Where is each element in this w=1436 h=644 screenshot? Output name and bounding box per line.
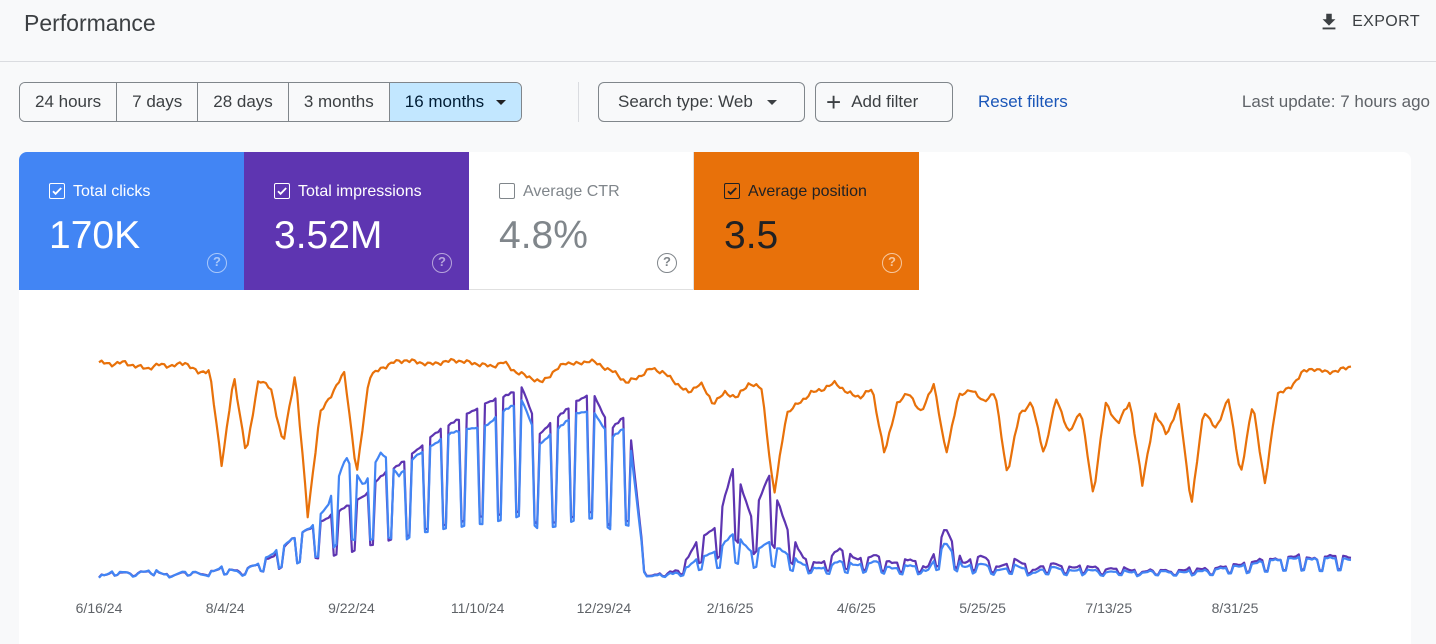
checkbox-checked-icon[interactable]	[274, 183, 290, 199]
metric-total-impressions[interactable]: Total impressions 3.52M ?	[244, 152, 469, 290]
metric-average-ctr[interactable]: Average CTR 4.8% ?	[469, 152, 694, 290]
x-tick-label: 2/16/25	[707, 600, 754, 616]
x-tick-label: 11/10/24	[451, 600, 505, 616]
download-icon	[1322, 13, 1336, 30]
metric-label: Average CTR	[523, 183, 620, 200]
series-line-average-position[interactable]	[98, 357, 1352, 519]
add-filter-button[interactable]: + Add filter	[815, 82, 953, 122]
chevron-down-icon	[496, 99, 507, 105]
performance-chart[interactable]: 6/16/24 8/4/24 9/22/24 11/10/24 12/29/24 2/16…	[19, 152, 1411, 644]
export-label: EXPORT	[1352, 13, 1420, 30]
help-icon[interactable]: ?	[207, 253, 227, 273]
range-28-days[interactable]: 28 days	[198, 83, 289, 121]
help-icon[interactable]: ?	[882, 253, 902, 273]
help-icon[interactable]: ?	[657, 253, 677, 273]
range-24-hours[interactable]: 24 hours	[20, 83, 118, 121]
help-icon[interactable]: ?	[432, 253, 452, 273]
export-button[interactable]: EXPORT	[1318, 8, 1420, 36]
metric-value: 3.52M	[274, 214, 383, 257]
x-tick-label: 7/13/25	[1085, 600, 1132, 616]
plus-icon: +	[826, 87, 842, 117]
x-tick-label: 8/4/24	[206, 600, 245, 616]
add-filter-label: Add filter	[851, 92, 919, 111]
metric-value: 4.8%	[499, 214, 588, 257]
x-tick-label: 6/16/24	[76, 600, 123, 616]
top-bar: Performance EXPORT	[0, 0, 1436, 62]
x-tick-label: 12/29/24	[577, 600, 632, 616]
x-tick-label: 4/6/25	[837, 600, 876, 616]
last-update-text: Last update: 7 hours ago	[1241, 92, 1430, 111]
metric-value: 170K	[49, 214, 141, 257]
filter-bar: 24 hours 7 days 28 days 3 months 16 mont…	[0, 82, 1436, 122]
x-tick-label: 5/25/25	[959, 600, 1006, 616]
date-range-group: 24 hours 7 days 28 days 3 months 16 mont…	[19, 82, 523, 122]
range-16-months-label: 16 months	[404, 92, 485, 111]
chevron-down-icon	[766, 99, 777, 105]
search-type-dropdown[interactable]: Search type: Web	[598, 82, 805, 122]
performance-card: Total clicks 170K ? Total impressions 3.…	[19, 152, 1411, 644]
range-7-days[interactable]: 7 days	[117, 83, 199, 121]
metric-label: Total clicks	[73, 183, 151, 200]
checkbox-unchecked-icon[interactable]	[499, 183, 515, 199]
reset-filters-link[interactable]: Reset filters	[978, 92, 1068, 111]
metric-average-position[interactable]: Average position 3.5 ?	[694, 152, 919, 290]
series-line-total-clicks[interactable]	[98, 399, 1352, 579]
metric-label: Total impressions	[298, 183, 422, 200]
divider	[578, 82, 579, 122]
checkbox-checked-icon[interactable]	[724, 183, 740, 199]
checkbox-checked-icon[interactable]	[49, 183, 65, 199]
x-tick-label: 9/22/24	[328, 600, 375, 616]
metric-value: 3.5	[724, 214, 779, 257]
metric-total-clicks[interactable]: Total clicks 170K ?	[19, 152, 244, 290]
page-title: Performance	[24, 10, 156, 36]
x-tick-label: 8/31/25	[1212, 600, 1259, 616]
search-type-label: Search type: Web	[618, 92, 753, 111]
metric-label: Average position	[748, 183, 867, 200]
range-3-months[interactable]: 3 months	[288, 83, 390, 121]
range-16-months[interactable]: 16 months	[389, 83, 522, 121]
